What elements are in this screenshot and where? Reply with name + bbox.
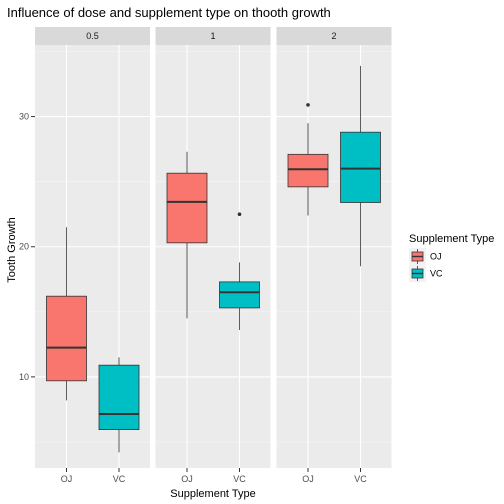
chart-title: Influence of dose and supplement type on… (7, 5, 331, 20)
x-tick-label: OJ (181, 474, 193, 484)
facet-panel-1: 1 OJ VC (155, 27, 271, 484)
iqr-box (46, 295, 87, 382)
y-tick-label: 10 (19, 372, 29, 382)
panel-background (155, 45, 271, 468)
iqr-box (98, 364, 140, 431)
legend-label-vc: VC (430, 269, 443, 279)
box-oj (46, 227, 87, 401)
y-axis: 10 20 30 (19, 112, 35, 382)
facet-panels: 0.5 OJ VC 1 OJ VC 2 OJ VC (35, 27, 392, 484)
facet-strip-label: 2 (331, 31, 336, 41)
iqr-box (340, 131, 381, 203)
y-axis-title: Tooth Growth (6, 217, 18, 282)
box-vc (98, 357, 140, 453)
legend: Supplement Type OJ VC (409, 233, 494, 282)
box-oj (287, 103, 329, 216)
facet-strip-label: 0.5 (86, 31, 99, 41)
legend-title: Supplement Type (409, 233, 494, 245)
legend-label-oj: OJ (430, 252, 442, 262)
x-axis-title: Supplement Type (170, 488, 255, 500)
x-tick-label: VC (354, 474, 367, 484)
box-vc (340, 65, 381, 267)
x-tick-label: VC (113, 474, 126, 484)
x-tick-label: VC (233, 474, 246, 484)
facet-strip-label: 1 (210, 31, 215, 41)
outlier-point (237, 212, 242, 216)
facet-strip (155, 27, 271, 45)
x-tick-label: OJ (302, 474, 314, 484)
facet-strip (276, 27, 392, 45)
outlier-point (306, 103, 310, 107)
box-vc (219, 212, 260, 331)
box-oj (166, 151, 208, 319)
facet-strip (35, 27, 150, 45)
y-tick-label: 20 (19, 242, 29, 252)
x-tick-label: OJ (61, 474, 73, 484)
iqr-box (287, 153, 329, 188)
facet-panel-2: 2 OJ VC (276, 27, 392, 484)
iqr-box (219, 281, 260, 309)
facet-panel-0.5: 0.5 OJ VC (35, 27, 150, 484)
panel-background (276, 45, 392, 468)
iqr-box (166, 172, 208, 244)
y-tick-label: 30 (19, 112, 29, 122)
